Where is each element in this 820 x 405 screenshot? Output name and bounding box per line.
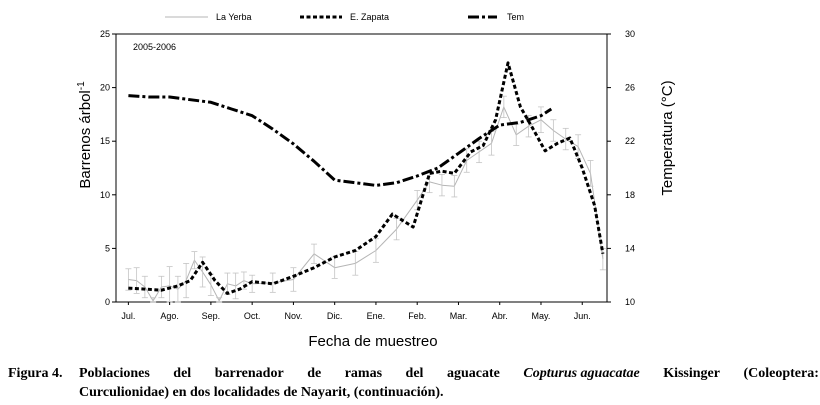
y2-axis-title: Temperatura (°C) — [659, 80, 676, 195]
y-tick-label: 5 — [105, 243, 110, 253]
y2-tick-label: 22 — [625, 136, 635, 146]
caption-species-name: Copturus aguacatae — [523, 366, 640, 381]
y2-tick-label: 18 — [625, 190, 635, 200]
y-tick-label: 15 — [100, 136, 110, 146]
series-layer — [125, 61, 606, 303]
legend-label-tem: Tem — [507, 12, 524, 22]
x-tick-label: Ago. — [160, 311, 179, 321]
x-tick-label: Dic. — [327, 311, 343, 321]
x-tick-label: Mar. — [450, 311, 468, 321]
series-line-la-yerba — [128, 106, 604, 302]
caption-word: Kissinger — [663, 366, 720, 381]
y-axis-title-superscript: -1 — [76, 81, 87, 90]
y-tick-label: 25 — [100, 29, 110, 39]
x-tick-label: Feb. — [408, 311, 426, 321]
caption-word: del — [173, 366, 192, 381]
legend-label-la-yerba: La Yerba — [216, 12, 252, 22]
caption-line-2: Curculionidae) en dos localidades de Nay… — [79, 385, 444, 400]
y-tick-label: 0 — [105, 297, 110, 307]
plot-area — [115, 33, 608, 303]
series-tem — [128, 94, 553, 187]
caption-line-1: Poblaciones del barrenador de ramas del aguaca… — [79, 364, 819, 383]
legend: La Yerba E. Zapata Tem — [165, 12, 524, 22]
caption-word: Poblaciones — [79, 366, 150, 381]
x-tick-label: May. — [532, 311, 551, 321]
caption-word: ramas — [344, 366, 383, 381]
chart: 0 5 10 15 20 25 10 14 18 22 26 30 Jul. Ago. Sep. Oct. No… — [76, 12, 676, 350]
y-tick-label: 20 — [100, 83, 110, 93]
x-tick-label: Oct. — [244, 311, 261, 321]
x-tick-label: Jul. — [121, 311, 135, 321]
caption-word: aguacate — [446, 366, 500, 381]
plot-frame — [115, 33, 608, 303]
caption-body: Poblaciones del barrenador de ramas del aguaca… — [79, 364, 819, 402]
x-tick-label: Sep. — [202, 311, 221, 321]
caption-word: de — [307, 366, 322, 381]
x-tick-label: Ene. — [367, 311, 386, 321]
x-tick-label: Abr. — [492, 311, 508, 321]
caption-word: barrenador — [214, 366, 284, 381]
x-tick-label: Nov. — [284, 311, 302, 321]
x-tick-label: Jun. — [574, 311, 591, 321]
y-axis-title: Barrenos árbol-1 — [76, 81, 94, 189]
series-line-tem — [128, 94, 553, 187]
legend-label-e-zapata: E. Zapata — [350, 12, 389, 22]
x-axis-title: Fecha de muestreo — [308, 333, 437, 350]
season-annotation: 2005-2006 — [133, 42, 176, 52]
series-line-e-zapata — [128, 61, 605, 295]
caption-word: del — [405, 366, 424, 381]
y-tick-label: 10 — [100, 190, 110, 200]
y2-tick-label: 26 — [625, 83, 635, 93]
tick-layer: 0 5 10 15 20 25 10 14 18 22 26 30 Jul. Ago. Sep. Oct. No… — [100, 29, 635, 321]
y2-tick-label: 14 — [625, 243, 635, 253]
caption-word: (Coleoptera: — [743, 366, 819, 381]
series-e-zapata — [128, 61, 605, 295]
y2-tick-label: 10 — [625, 297, 635, 307]
y-axis-title-text: Barrenos árbol — [77, 90, 94, 188]
caption-label: Figura 4. — [8, 366, 63, 381]
y2-tick-label: 30 — [625, 29, 635, 39]
